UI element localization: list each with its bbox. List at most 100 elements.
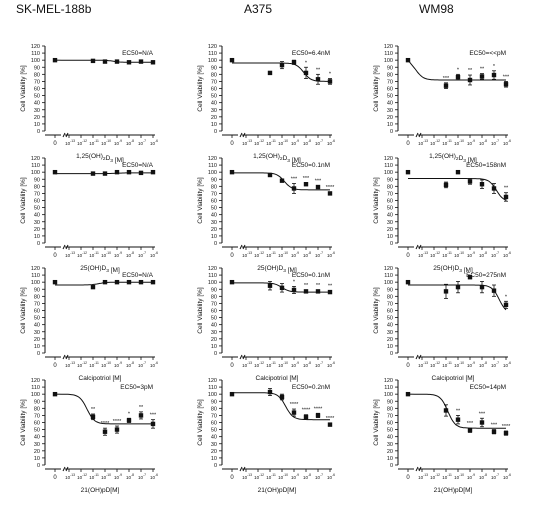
data-point xyxy=(405,57,411,63)
data-point xyxy=(303,70,309,76)
x-tick-label: 10-8 xyxy=(126,473,134,480)
y-tick-label: 30 xyxy=(387,108,393,114)
y-tick-label: 30 xyxy=(34,442,40,448)
y-tick-label: 110 xyxy=(208,273,217,279)
data-point xyxy=(503,430,509,436)
column-title-wm98: WM98 xyxy=(419,2,454,16)
data-point xyxy=(327,79,333,84)
x-tick-label: 10-12 xyxy=(430,361,440,368)
data-point xyxy=(52,391,58,397)
data-point xyxy=(291,287,297,293)
x-tick-label: 10-10 xyxy=(101,139,111,146)
y-axis-label: Cell Viability [%] xyxy=(20,399,27,446)
y-tick-label: 0 xyxy=(214,463,217,469)
data-point xyxy=(405,169,411,175)
y-tick-label: 110 xyxy=(31,273,40,279)
data-point xyxy=(150,60,156,65)
x-tick-label: 10-8 xyxy=(479,473,487,480)
x-tick-label: 10-9 xyxy=(291,139,299,146)
fit-curve xyxy=(407,393,506,429)
y-tick-label: 120 xyxy=(384,156,393,162)
y-tick-label: 10 xyxy=(211,456,217,462)
significance-mark: **** xyxy=(502,424,511,430)
y-tick-label: 0 xyxy=(390,351,393,357)
y-tick-label: 120 xyxy=(208,44,217,50)
significance-mark: ** xyxy=(456,408,461,414)
x-tick-label: 10-12 xyxy=(77,139,87,146)
x-tick-label: 10-13 xyxy=(65,251,75,258)
y-axis-label: Cell Viability [%] xyxy=(197,399,204,446)
y-tick-label: 20 xyxy=(211,337,217,343)
y-tick-label: 20 xyxy=(34,227,40,233)
data-point xyxy=(267,172,273,178)
y-tick-label: 70 xyxy=(34,191,40,197)
y-tick-label: 90 xyxy=(34,65,40,71)
y-tick-label: 100 xyxy=(31,58,40,64)
data-point xyxy=(467,275,473,280)
x-tick-label: 10-13 xyxy=(418,139,428,146)
y-tick-label: 0 xyxy=(37,351,40,357)
x-tick-label: 10-8 xyxy=(479,361,487,368)
y-tick-label: 30 xyxy=(34,220,40,226)
y-tick-label: 10 xyxy=(211,122,217,128)
y-tick-label: 120 xyxy=(384,266,393,272)
y-tick-label: 100 xyxy=(31,280,40,286)
y-tick-label: 40 xyxy=(34,101,40,107)
y-tick-label: 100 xyxy=(208,170,217,176)
significance-mark: ** xyxy=(316,67,321,73)
axis-break-mark xyxy=(418,132,422,138)
x-tick-label: 10-7 xyxy=(138,139,146,146)
data-point xyxy=(126,60,132,65)
data-point xyxy=(267,70,273,76)
x-tick-label: 10-9 xyxy=(114,361,122,368)
x-tick-label: 10-7 xyxy=(315,361,323,368)
x-tick-label: 10-11 xyxy=(89,251,99,258)
y-tick-label: 70 xyxy=(211,413,217,419)
y-tick-label: 60 xyxy=(211,421,217,427)
data-point xyxy=(90,58,96,64)
y-tick-label: 60 xyxy=(34,199,40,205)
data-point xyxy=(126,279,132,285)
data-point xyxy=(52,279,58,285)
x-tick-label: 10-9 xyxy=(114,139,122,146)
y-tick-label: 0 xyxy=(37,241,40,247)
x-tick-label: 10-7 xyxy=(315,473,323,480)
significance-mark: **** xyxy=(113,419,122,425)
data-point xyxy=(279,62,285,68)
x-tick-label: 10-11 xyxy=(442,361,452,368)
data-point xyxy=(291,410,297,415)
data-point xyxy=(503,194,509,200)
y-tick-label: 90 xyxy=(211,399,217,405)
x-tick-label: 0 xyxy=(230,253,234,259)
data-point xyxy=(150,421,156,427)
x-tick-label: 10-13 xyxy=(418,361,428,368)
y-tick-label: 110 xyxy=(31,51,40,57)
y-tick-label: 10 xyxy=(34,122,40,128)
x-tick-label: 10-10 xyxy=(454,361,464,368)
data-point xyxy=(503,302,509,308)
data-point xyxy=(126,169,132,175)
y-tick-label: 20 xyxy=(211,449,217,455)
x-tick-label: 10-6 xyxy=(503,361,511,368)
data-point xyxy=(443,289,449,294)
y-tick-label: 50 xyxy=(211,206,217,212)
y-tick-label: 40 xyxy=(387,101,393,107)
y-tick-label: 80 xyxy=(34,184,40,190)
x-tick-label: 10-11 xyxy=(442,139,452,146)
x-tick-label: 10-12 xyxy=(430,139,440,146)
x-tick-label: 0 xyxy=(406,363,410,369)
y-tick-label: 20 xyxy=(34,115,40,121)
y-tick-label: 120 xyxy=(384,44,393,50)
y-tick-label: 80 xyxy=(34,406,40,412)
y-tick-label: 10 xyxy=(387,456,393,462)
axis-break-mark xyxy=(415,132,419,138)
x-tick-label: 10-8 xyxy=(126,139,134,146)
data-point xyxy=(455,169,461,175)
data-point xyxy=(479,74,485,79)
data-point xyxy=(114,279,120,285)
axis-break-mark xyxy=(65,244,69,250)
